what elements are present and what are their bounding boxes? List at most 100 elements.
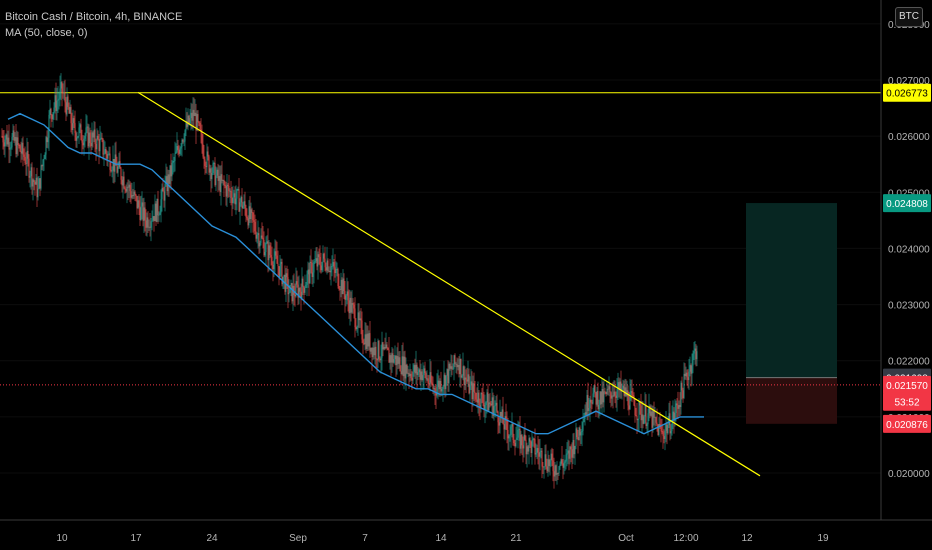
candle-body	[295, 281, 297, 297]
candle-body	[92, 132, 94, 138]
candle-body	[66, 96, 68, 115]
candle-body	[93, 129, 95, 138]
candle-body	[351, 303, 353, 313]
candle-body	[404, 356, 406, 379]
indicator-label[interactable]: MA (50, close, 0)	[5, 27, 88, 39]
candle-body	[375, 346, 377, 360]
candle-body	[74, 123, 76, 133]
candle-body	[73, 118, 75, 124]
candle-body	[17, 137, 19, 146]
candle-body	[229, 190, 231, 192]
candle-body	[311, 262, 313, 278]
candle-body	[362, 339, 364, 343]
candle-body	[562, 463, 564, 468]
candle-body	[589, 399, 591, 409]
candle-body	[350, 297, 352, 313]
candle-body	[661, 431, 663, 433]
candle-body	[484, 404, 486, 410]
candle-body	[626, 390, 628, 396]
candle-body	[399, 357, 401, 372]
candle-body	[610, 392, 612, 399]
candle-body	[537, 448, 539, 453]
candle-body	[214, 162, 216, 186]
candle-body	[613, 391, 615, 397]
currency-badge[interactable]: BTC	[895, 7, 923, 27]
candle-body	[359, 318, 361, 321]
candle-body	[397, 356, 399, 364]
candle-body	[255, 231, 257, 239]
candle-body	[461, 375, 463, 378]
candle-body	[410, 373, 412, 379]
price-tick-label: 0.026000	[888, 132, 930, 143]
candle-body	[398, 357, 400, 364]
candle-body	[308, 269, 310, 284]
candle-body	[577, 437, 579, 441]
candle-body	[244, 201, 246, 209]
candle-body	[492, 397, 494, 416]
candle-body	[471, 381, 473, 400]
candle-body	[179, 148, 181, 154]
candle-body	[669, 413, 671, 434]
candle-body	[130, 191, 132, 198]
candle-body	[251, 209, 253, 213]
candle-body	[169, 165, 171, 184]
candle-body	[633, 395, 635, 406]
candle-body	[139, 207, 141, 220]
candle-body	[257, 233, 259, 235]
candle-body	[645, 405, 647, 426]
candle-body	[239, 202, 241, 212]
candle-body	[510, 426, 512, 435]
candle-body	[192, 109, 194, 121]
candle-body	[539, 451, 541, 457]
candle-body	[317, 254, 319, 267]
candle-body	[384, 347, 386, 349]
candle-body	[460, 358, 462, 378]
candle-body	[293, 285, 295, 295]
candle-body	[418, 369, 420, 373]
candle-body	[335, 269, 337, 274]
candle-body	[52, 112, 54, 120]
candle-body	[519, 428, 521, 449]
candle-body	[497, 411, 499, 423]
candle-body	[632, 395, 634, 397]
candle-body	[182, 139, 184, 142]
trendline[interactable]	[137, 91, 761, 477]
candle-body	[294, 294, 296, 297]
candle-body	[511, 423, 513, 427]
candle-body	[647, 413, 649, 425]
candle-body	[635, 415, 637, 417]
candle-body	[102, 138, 104, 155]
candle-body	[128, 184, 130, 188]
candle-body	[573, 440, 575, 455]
candle-body	[288, 292, 290, 295]
candle-body	[346, 291, 348, 296]
candle-body	[543, 466, 545, 468]
candle-body	[393, 359, 395, 363]
candle-body	[159, 212, 161, 215]
candle-body	[191, 112, 193, 121]
candle-body	[333, 262, 335, 268]
candle-body	[206, 151, 208, 168]
time-tick-label: Sep	[289, 533, 307, 544]
candle-body	[134, 191, 136, 195]
horizontal-lines	[0, 92, 881, 386]
candle-body	[649, 406, 651, 416]
candle-body	[620, 381, 622, 392]
candle-body	[331, 266, 333, 267]
candle-body	[361, 320, 363, 340]
candle-body	[32, 179, 34, 187]
candle-body	[170, 165, 172, 177]
candle-body	[45, 137, 47, 155]
price-label-text: 53:52	[894, 398, 919, 409]
candle-body	[138, 200, 140, 208]
candle-body	[403, 356, 405, 377]
candle-body	[110, 169, 112, 172]
candle-body	[644, 405, 646, 417]
candle-body	[401, 356, 403, 375]
candle-body	[653, 410, 655, 418]
candle-body	[560, 459, 562, 465]
symbol-title[interactable]: Bitcoin Cash / Bitcoin, 4h, BINANCE	[5, 11, 183, 23]
candle-body	[233, 193, 235, 198]
candle-body	[59, 88, 61, 99]
